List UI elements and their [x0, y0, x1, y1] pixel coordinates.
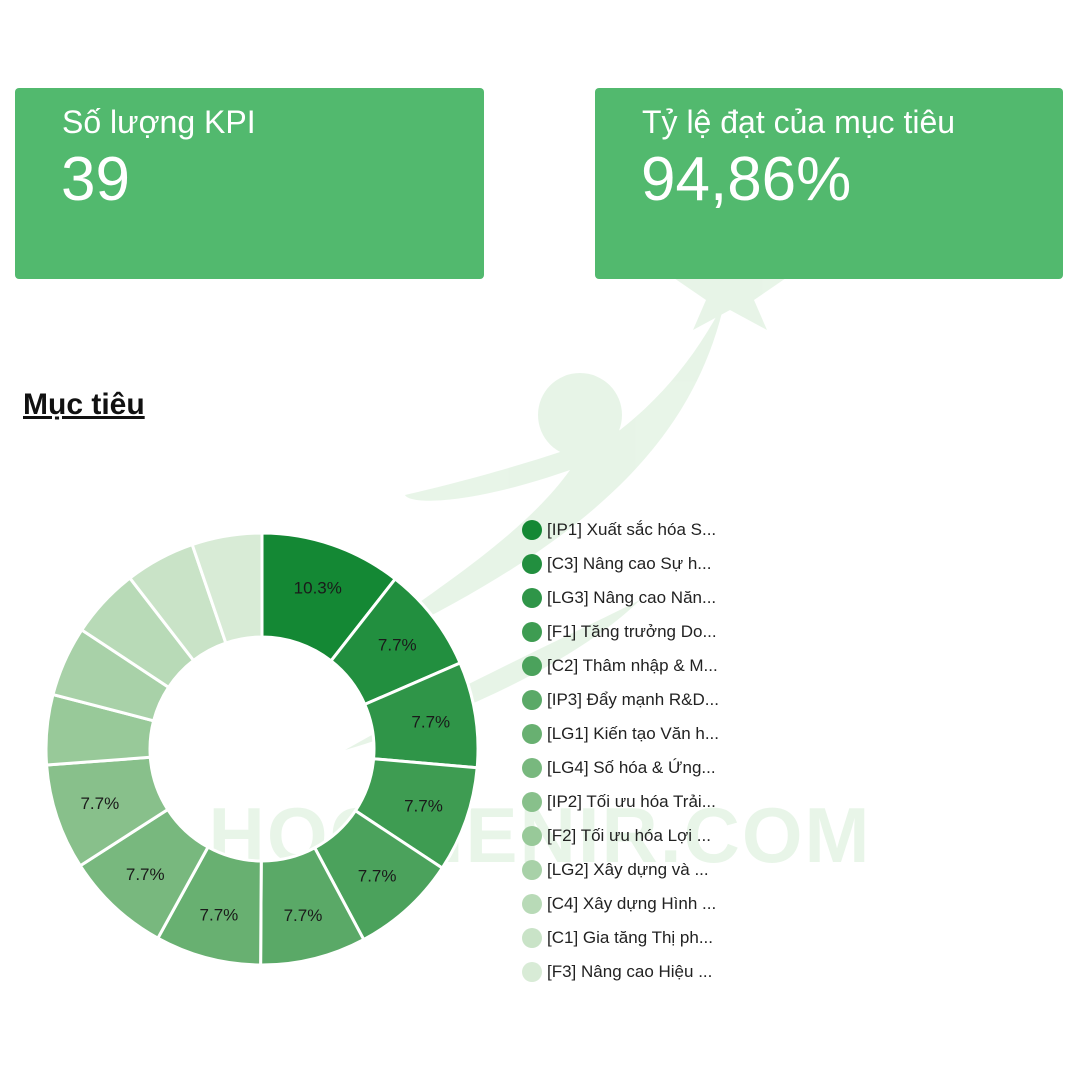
legend-dot-icon	[522, 758, 542, 778]
slice-data-label: 7.7%	[378, 635, 417, 654]
legend-dot-icon	[522, 962, 542, 982]
legend-item[interactable]: [C4] Xây dựng Hình ...	[522, 887, 719, 921]
legend-label: [LG2] Xây dựng và ...	[547, 860, 709, 879]
legend-label: [IP1] Xuất sắc hóa S...	[547, 520, 717, 539]
legend-label: [F1] Tăng trưởng Do...	[547, 622, 717, 641]
slice-data-label: 7.7%	[284, 906, 323, 925]
legend-label: [LG3] Nâng cao Năn...	[547, 588, 717, 607]
legend-label: [C3] Nâng cao Sự h...	[547, 554, 712, 573]
legend-dot-icon	[522, 792, 542, 812]
legend-dot-icon	[522, 826, 542, 846]
legend-item[interactable]: [LG2] Xây dựng và ...	[522, 853, 719, 887]
legend-dot-icon	[522, 554, 542, 574]
legend-dot-icon	[522, 622, 542, 642]
legend-label: [C1] Gia tăng Thị ph...	[547, 928, 713, 947]
kpi-card-count: Số lượng KPI 39	[15, 88, 484, 279]
legend-dot-icon	[522, 894, 542, 914]
kpi-card-rate: Tỷ lệ đạt của mục tiêu 94,86%	[595, 88, 1063, 279]
legend-label: [IP3] Đẩy mạnh R&D...	[547, 690, 719, 709]
legend-item[interactable]: [LG3] Nâng cao Năn...	[522, 581, 719, 615]
legend-item[interactable]: [C2] Thâm nhập & M...	[522, 649, 719, 683]
legend-item[interactable]: [C3] Nâng cao Sự h...	[522, 547, 719, 581]
legend-label: [LG4] Số hóa & Ứng...	[547, 758, 716, 777]
legend-item[interactable]: [F2] Tối ưu hóa Lợi ...	[522, 819, 719, 853]
legend-item[interactable]: [LG1] Kiến tạo Văn h...	[522, 717, 719, 751]
legend-dot-icon	[522, 690, 542, 710]
slice-data-label: 7.7%	[358, 866, 397, 885]
legend-item[interactable]: [F3] Nâng cao Hiệu ...	[522, 955, 719, 989]
legend-dot-icon	[522, 520, 542, 540]
legend-item[interactable]: [IP3] Đẩy mạnh R&D...	[522, 683, 719, 717]
chart-legend: [IP1] Xuất sắc hóa S... [C3] Nâng cao Sự …	[522, 513, 719, 989]
legend-label: [C2] Thâm nhập & M...	[547, 656, 718, 675]
slice-data-label: 7.7%	[200, 905, 239, 924]
legend-item[interactable]: [LG4] Số hóa & Ứng...	[522, 751, 719, 785]
slice-data-label: 7.7%	[80, 794, 119, 813]
kpi-count-label: Số lượng KPI	[62, 104, 256, 140]
legend-label: [LG1] Kiến tạo Văn h...	[547, 724, 720, 743]
legend-dot-icon	[522, 860, 542, 880]
legend-label: [IP2] Tối ưu hóa Trải...	[547, 792, 716, 811]
legend-dot-icon	[522, 656, 542, 676]
kpi-rate-value: 94,86%	[641, 145, 852, 214]
slice-data-label: 7.7%	[126, 865, 165, 884]
slice-data-label: 7.7%	[411, 713, 450, 732]
legend-item[interactable]: [IP2] Tối ưu hóa Trải...	[522, 785, 719, 819]
slice-data-label: 10.3%	[294, 578, 342, 597]
legend-item[interactable]: [IP1] Xuất sắc hóa S...	[522, 513, 719, 547]
legend-label: [F3] Nâng cao Hiệu ...	[547, 962, 713, 981]
legend-label: [C4] Xây dựng Hình ...	[547, 894, 717, 913]
legend-label: [F2] Tối ưu hóa Lợi ...	[547, 826, 711, 845]
legend-item[interactable]: [F1] Tăng trưởng Do...	[522, 615, 719, 649]
donut-slice[interactable]	[190, 531, 264, 645]
kpi-rate-label: Tỷ lệ đạt của mục tiêu	[642, 104, 956, 140]
slice-data-label: 7.7%	[404, 796, 443, 815]
legend-item[interactable]: [C1] Gia tăng Thị ph...	[522, 921, 719, 955]
legend-dot-icon	[522, 928, 542, 948]
legend-dot-icon	[522, 724, 542, 744]
legend-dot-icon	[522, 588, 542, 608]
section-title: Mục tiêu	[23, 388, 145, 421]
donut-chart: 10.3% 7.7% 7.7% 7.7% 7.7% 7.7% 7.7% 7.7% 7.7%	[44, 531, 480, 967]
kpi-count-value: 39	[61, 145, 130, 214]
watermark-head-icon	[538, 373, 622, 457]
